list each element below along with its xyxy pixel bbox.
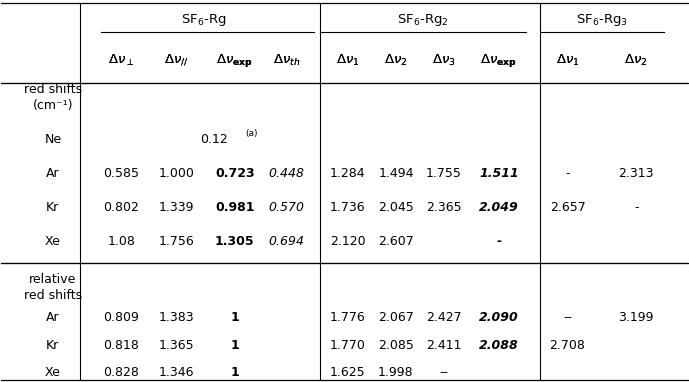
Text: $\Delta\nu_\mathbf{exp}$: $\Delta\nu_\mathbf{exp}$ — [480, 52, 517, 69]
Text: 1.776: 1.776 — [330, 311, 366, 324]
Text: --: -- — [563, 311, 572, 324]
Text: 1: 1 — [230, 340, 239, 353]
Text: 2.049: 2.049 — [479, 201, 519, 214]
Text: 0.802: 0.802 — [103, 201, 139, 214]
Text: -: - — [496, 235, 502, 248]
Text: 1.305: 1.305 — [215, 235, 254, 248]
Text: (a): (a) — [245, 129, 258, 138]
Text: red shifts
(cm⁻¹): red shifts (cm⁻¹) — [24, 83, 82, 112]
Text: $\Delta\nu_2$: $\Delta\nu_2$ — [624, 52, 648, 68]
Text: 1.339: 1.339 — [158, 201, 194, 214]
Text: 2.607: 2.607 — [378, 235, 414, 248]
Text: Ar: Ar — [46, 311, 60, 324]
Text: $\Delta\nu_2$: $\Delta\nu_2$ — [384, 52, 408, 68]
Text: $\Delta\nu_3$: $\Delta\nu_3$ — [432, 52, 456, 68]
Text: 1.511: 1.511 — [479, 167, 519, 180]
Text: 1.365: 1.365 — [158, 340, 194, 353]
Text: 0.12: 0.12 — [200, 133, 228, 146]
Text: 0.570: 0.570 — [268, 201, 304, 214]
Text: 2.411: 2.411 — [426, 340, 462, 353]
Text: $\Delta\nu_{th}$: $\Delta\nu_{th}$ — [273, 52, 300, 68]
Text: 0.585: 0.585 — [103, 167, 139, 180]
Text: 2.708: 2.708 — [550, 340, 586, 353]
Text: 1.284: 1.284 — [330, 167, 366, 180]
Text: 0.809: 0.809 — [103, 311, 139, 324]
Text: 1.383: 1.383 — [158, 311, 194, 324]
Text: relative
red shifts: relative red shifts — [24, 273, 82, 302]
Text: $\Delta\nu_2$: $\Delta\nu_2$ — [384, 52, 408, 68]
Text: 1.755: 1.755 — [426, 167, 462, 180]
Text: 1.625: 1.625 — [330, 366, 366, 379]
Text: $\Delta\nu_1$: $\Delta\nu_1$ — [336, 52, 360, 68]
Text: Kr: Kr — [46, 201, 59, 214]
Text: 2.365: 2.365 — [426, 201, 462, 214]
Text: 1: 1 — [230, 366, 239, 379]
Text: $\Delta\nu_\perp$: $\Delta\nu_\perp$ — [108, 52, 134, 68]
Text: 1.998: 1.998 — [378, 366, 414, 379]
Text: $\Delta\nu_1$: $\Delta\nu_1$ — [556, 52, 579, 68]
Text: Ne: Ne — [44, 133, 61, 146]
Text: 0.723: 0.723 — [215, 167, 254, 180]
Text: SF$_6$-Rg$_2$: SF$_6$-Rg$_2$ — [398, 12, 449, 28]
Text: -: - — [565, 167, 570, 180]
Text: SF$_6$-Rg$_3$: SF$_6$-Rg$_3$ — [576, 12, 628, 28]
Text: 2.120: 2.120 — [330, 235, 366, 248]
Text: $\Delta\nu_{//}$: $\Delta\nu_{//}$ — [164, 53, 189, 67]
Text: Kr: Kr — [46, 340, 59, 353]
Text: 2.427: 2.427 — [426, 311, 462, 324]
Text: Xe: Xe — [45, 235, 61, 248]
Text: 2.045: 2.045 — [378, 201, 414, 214]
Text: $\Delta\nu_{\bf exp}$: $\Delta\nu_{\bf exp}$ — [480, 52, 517, 69]
Text: -: - — [634, 201, 639, 214]
Text: 1: 1 — [230, 311, 239, 324]
Text: 1.736: 1.736 — [330, 201, 366, 214]
Text: $\Delta\nu_2$: $\Delta\nu_2$ — [624, 52, 648, 68]
Text: 0.818: 0.818 — [103, 340, 139, 353]
Text: $\Delta\nu_1$: $\Delta\nu_1$ — [556, 52, 579, 68]
Text: 3.199: 3.199 — [619, 311, 654, 324]
Text: $\Delta\nu_{\bf exp}$: $\Delta\nu_{\bf exp}$ — [216, 52, 253, 69]
Text: 1.770: 1.770 — [330, 340, 366, 353]
Text: $\Delta\nu_1$: $\Delta\nu_1$ — [336, 52, 360, 68]
Text: $\Delta\nu_\perp$: $\Delta\nu_\perp$ — [108, 52, 134, 68]
Text: Ar: Ar — [46, 167, 60, 180]
Text: 1.494: 1.494 — [378, 167, 413, 180]
Text: 2.085: 2.085 — [378, 340, 414, 353]
Text: $\Delta\nu_3$: $\Delta\nu_3$ — [432, 52, 456, 68]
Text: 1.346: 1.346 — [158, 366, 194, 379]
Text: 2.090: 2.090 — [479, 311, 519, 324]
Text: 2.657: 2.657 — [550, 201, 586, 214]
Text: 0.694: 0.694 — [268, 235, 304, 248]
Text: 0.981: 0.981 — [215, 201, 254, 214]
Text: 0.828: 0.828 — [103, 366, 139, 379]
Text: $\Delta\nu_{//}$: $\Delta\nu_{//}$ — [164, 53, 189, 67]
Text: Xe: Xe — [45, 366, 61, 379]
Text: $\Delta\nu_{th}$: $\Delta\nu_{th}$ — [273, 52, 300, 68]
Text: 1.08: 1.08 — [107, 235, 136, 248]
Text: $\Delta\nu_\mathbf{exp}$: $\Delta\nu_\mathbf{exp}$ — [216, 52, 253, 69]
Text: 2.313: 2.313 — [619, 167, 654, 180]
Text: 0.448: 0.448 — [268, 167, 304, 180]
Text: 2.067: 2.067 — [378, 311, 414, 324]
Text: --: -- — [440, 366, 449, 379]
Text: 1.756: 1.756 — [158, 235, 194, 248]
Text: 1.000: 1.000 — [158, 167, 194, 180]
Text: SF$_6$-Rg: SF$_6$-Rg — [181, 12, 227, 28]
Text: 2.088: 2.088 — [479, 340, 519, 353]
